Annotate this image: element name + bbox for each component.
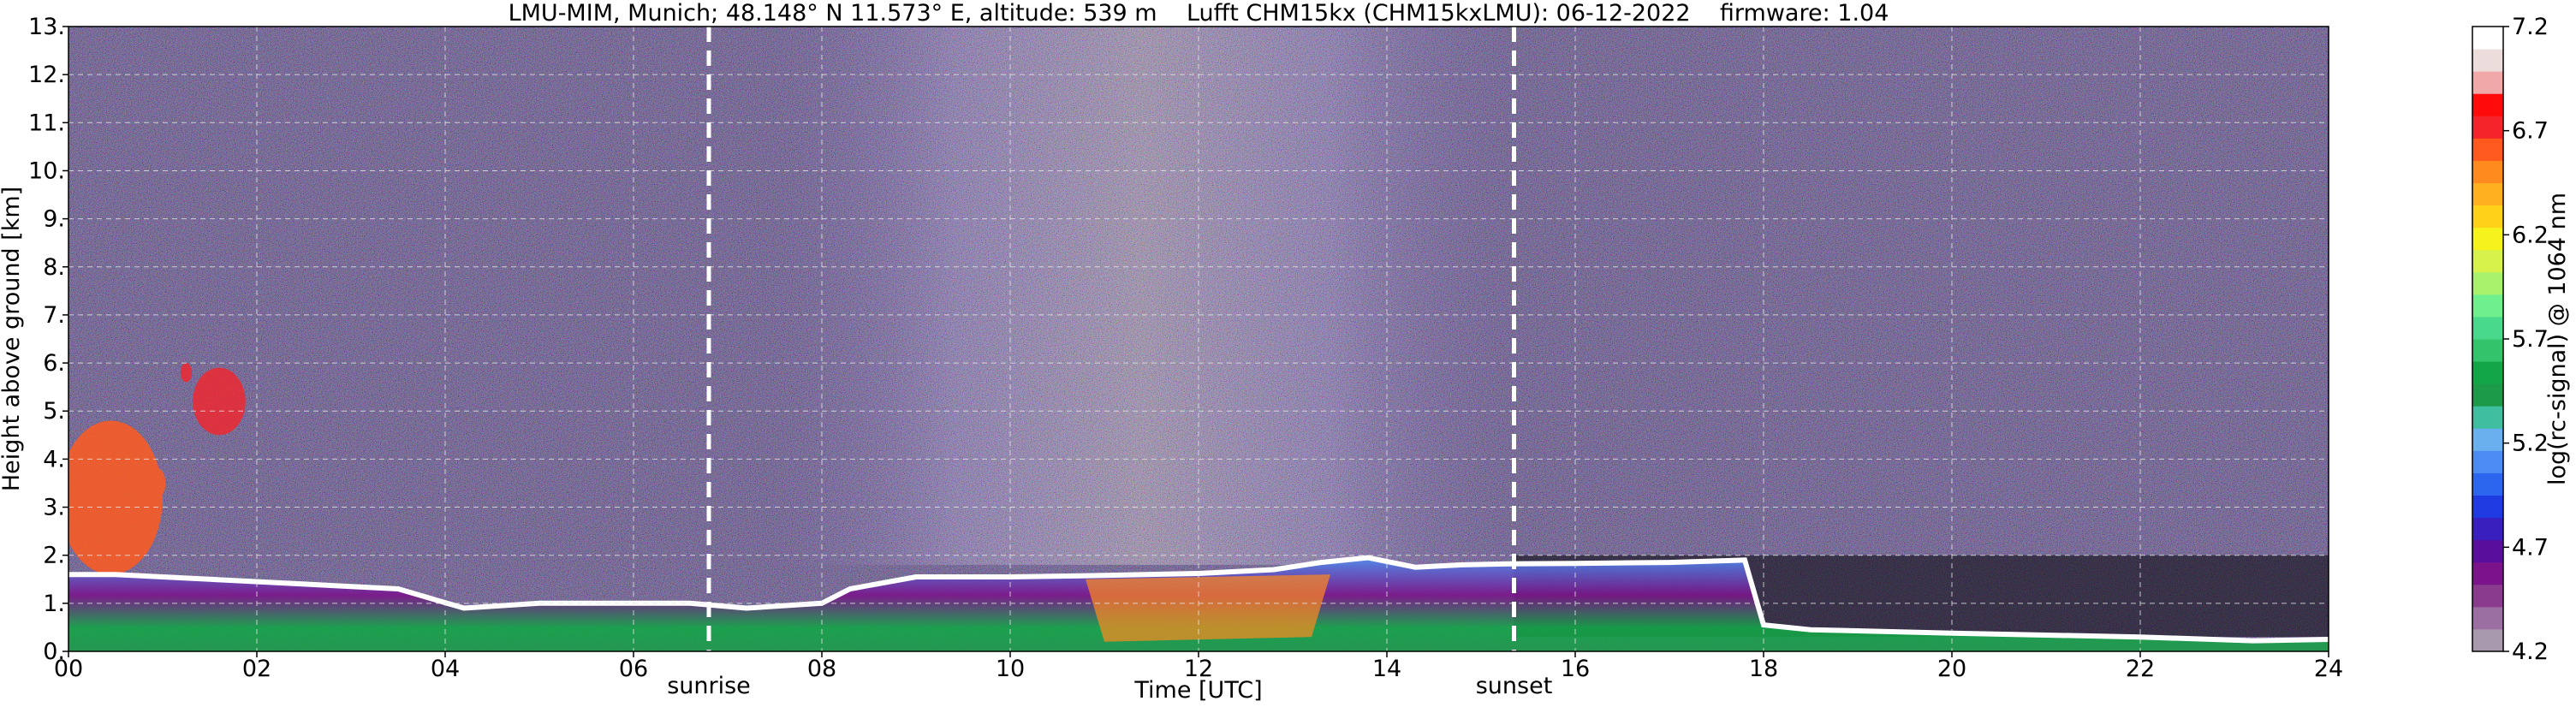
colorbar-segment [2472, 27, 2503, 50]
colorbar-tick-label: 5.7 [2512, 326, 2549, 353]
colorbar-tick-label: 6.2 [2512, 222, 2549, 248]
colorbar-segment [2472, 406, 2503, 429]
y-axis: 0. 1. 2. 3. 4. 5. 6. 7. 8. 9. 10. 11. 12. 13. [28, 14, 68, 665]
x-tick-label: 20 [1937, 656, 1966, 682]
y-tick-label: 5. [43, 398, 65, 425]
colorbar-segment [2472, 116, 2503, 139]
x-tick-label: 12 [1184, 656, 1213, 682]
x-tick-label: 08 [807, 656, 836, 682]
colorbar-segment [2472, 606, 2503, 630]
colorbar-segment [2472, 428, 2503, 451]
colorbar-segment [2472, 294, 2503, 318]
colorbar-segment [2472, 138, 2503, 161]
colorbar-segment [2472, 182, 2503, 206]
x-tick-label: 00 [54, 656, 83, 682]
colorbar-segment [2472, 361, 2503, 384]
y-tick-label: 11. [28, 110, 65, 136]
colorbar-segment [2472, 249, 2503, 273]
x-axis: 00 02 04 06 08 10 12 14 16 18 20 22 24 [54, 651, 2343, 682]
colorbar-segment [2472, 271, 2503, 295]
mid-level-cloud [180, 363, 246, 436]
colorbar-label: log(rc-signal) @ 1064 nm [2544, 193, 2571, 485]
colorbar-segment [2472, 450, 2503, 473]
colorbar-segment [2472, 495, 2503, 519]
colorbar-segment [2472, 49, 2503, 72]
colorbar-segment [2472, 93, 2503, 116]
y-tick-label: 4. [43, 446, 65, 472]
x-tick-label: 24 [2314, 656, 2343, 682]
colorbar-tick-label: 7.2 [2512, 14, 2549, 40]
chart-title: LMU-MIM, Munich; 48.148° N 11.573° E, al… [509, 0, 1889, 27]
x-tick-label: 22 [2126, 656, 2155, 682]
x-tick-label: 14 [1372, 656, 1401, 682]
grid [68, 27, 2329, 651]
x-tick-label: 06 [619, 656, 648, 682]
y-tick-label: 13. [28, 14, 65, 40]
colorbar-tick-label: 5.2 [2512, 431, 2549, 457]
y-tick-label: 7. [43, 302, 65, 329]
x-tick-label: 18 [1749, 656, 1778, 682]
y-axis-label: Height above ground [km] [0, 187, 25, 491]
precipitation-streaks [1086, 574, 1330, 642]
x-tick-label: 16 [1561, 656, 1590, 682]
colorbar-segment [2472, 472, 2503, 496]
colorbar-tick-label: 4.2 [2512, 639, 2549, 665]
colorbar-segment [2472, 628, 2503, 652]
y-tick-label: 10. [28, 157, 65, 184]
colorbar-segment [2472, 160, 2503, 183]
low-level-cloud [68, 420, 166, 575]
y-tick-label: 12. [28, 62, 65, 88]
y-tick-label: 6. [43, 350, 65, 377]
colorbar-segment [2472, 539, 2503, 563]
sun-markers: sunrise sunset [667, 27, 1552, 699]
y-tick-label: 2. [43, 543, 65, 569]
y-tick-label: 9. [43, 206, 65, 233]
y-tick-label: 8. [43, 254, 65, 281]
colorbar-segment [2472, 339, 2503, 362]
colorbar: 4.2 4.7 5.2 5.7 6.2 6.7 7.2 [2472, 14, 2549, 665]
colorbar-segment [2472, 561, 2503, 585]
marker-label-sunrise: sunrise [667, 673, 751, 699]
colorbar-segment [2472, 316, 2503, 340]
colorbar-segment [2472, 383, 2503, 407]
colorbar-tick-label: 4.7 [2512, 534, 2549, 561]
y-tick-label: 3. [43, 495, 65, 521]
marker-label-sunset: sunset [1476, 673, 1553, 699]
colorbar-tick-label: 6.7 [2512, 118, 2549, 145]
plot-area: sunrise sunset [68, 26, 2329, 699]
x-tick-label: 04 [431, 656, 460, 682]
y-tick-label: 1. [43, 591, 65, 617]
x-axis-label: Time [UTC] [1133, 677, 1262, 704]
y-tick-label: 0. [43, 639, 65, 665]
x-tick-label: 02 [242, 656, 271, 682]
colorbar-segment [2472, 517, 2503, 541]
colorbar-segment [2472, 205, 2503, 229]
x-tick-label: 10 [996, 656, 1025, 682]
colorbar-segment [2472, 584, 2503, 608]
colorbar-segment [2472, 227, 2503, 251]
colorbar-segment [2472, 71, 2503, 94]
